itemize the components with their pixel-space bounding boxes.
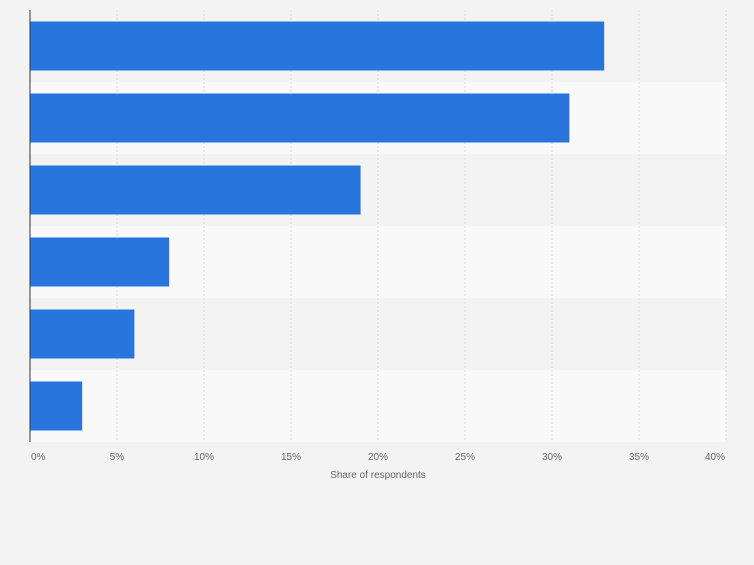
x-tick-label: 10%: [194, 452, 214, 463]
bar[interactable]: [30, 237, 170, 287]
x-axis-ticks: 0% 5% 10% 15% 20% 25% 30% 35% 40%: [31, 452, 725, 463]
x-tick-label: 30%: [542, 452, 562, 463]
x-tick-label: 15%: [281, 452, 301, 463]
bar[interactable]: [30, 21, 605, 71]
x-axis-title: Share of respondents: [330, 470, 426, 481]
x-tick-label: 25%: [455, 452, 475, 463]
bars: [30, 21, 605, 431]
bar[interactable]: [30, 93, 570, 143]
bar[interactable]: [30, 309, 135, 359]
bar[interactable]: [30, 165, 361, 215]
bar[interactable]: [30, 381, 83, 431]
gridlines: [116, 10, 727, 442]
x-tick-label: 35%: [629, 452, 649, 463]
x-tick-label: 40%: [705, 452, 725, 463]
x-tick-label: 0%: [31, 452, 46, 463]
x-tick-label: 5%: [110, 452, 125, 463]
x-tick-label: 20%: [368, 452, 388, 463]
